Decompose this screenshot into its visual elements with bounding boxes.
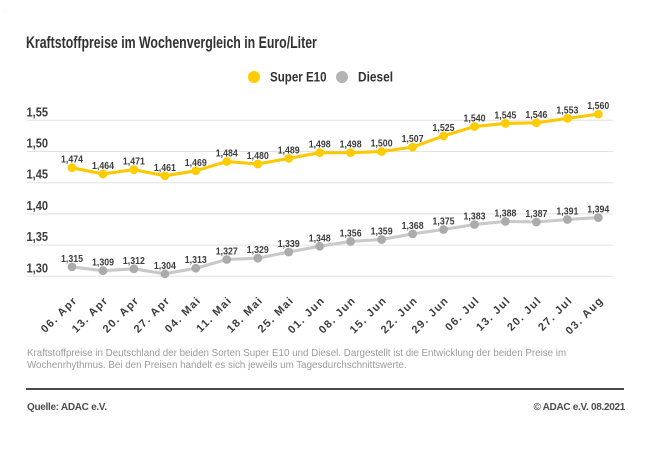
svg-text:1,461: 1,461 [154,163,176,174]
svg-text:1,359: 1,359 [371,227,393,238]
svg-text:1,388: 1,388 [494,208,516,219]
svg-text:1,315: 1,315 [61,254,83,265]
svg-text:1,546: 1,546 [525,110,547,121]
svg-text:1,356: 1,356 [340,228,362,239]
svg-text:1,383: 1,383 [464,212,486,223]
svg-text:1,553: 1,553 [556,105,578,116]
svg-text:1,540: 1,540 [464,114,486,125]
svg-text:1,312: 1,312 [123,256,145,267]
svg-text:1,394: 1,394 [587,205,609,216]
svg-text:1,469: 1,469 [185,158,207,169]
svg-text:1,498: 1,498 [309,140,331,151]
svg-text:1,30: 1,30 [27,260,49,275]
svg-text:1,368: 1,368 [402,221,424,232]
svg-text:1,484: 1,484 [216,149,238,160]
svg-text:1,489: 1,489 [278,145,300,156]
svg-text:1,348: 1,348 [309,233,331,244]
svg-text:1,500: 1,500 [371,139,393,150]
svg-text:1,309: 1,309 [92,258,114,269]
svg-text:1,329: 1,329 [247,245,269,256]
svg-text:1,313: 1,313 [185,255,207,266]
svg-text:1,35: 1,35 [27,229,49,244]
svg-text:1,50: 1,50 [27,136,49,151]
svg-text:1,375: 1,375 [433,217,455,228]
svg-text:1,480: 1,480 [247,151,269,162]
svg-text:1,387: 1,387 [525,209,547,220]
svg-text:1,471: 1,471 [123,157,145,168]
svg-text:1,40: 1,40 [27,198,49,213]
svg-text:1,391: 1,391 [556,207,578,218]
svg-text:1,304: 1,304 [154,261,176,272]
svg-text:1,525: 1,525 [433,123,455,134]
svg-text:1,560: 1,560 [587,101,609,112]
svg-text:1,545: 1,545 [494,110,516,121]
svg-text:1,339: 1,339 [278,239,300,250]
svg-text:Diesel: Diesel [358,70,393,85]
svg-text:Super E10: Super E10 [270,70,327,85]
svg-text:1,474: 1,474 [61,155,83,166]
svg-text:1,507: 1,507 [402,134,424,145]
svg-text:1,45: 1,45 [27,167,49,182]
svg-text:1,464: 1,464 [92,161,114,172]
svg-text:1,498: 1,498 [340,140,362,151]
svg-text:1,55: 1,55 [27,104,49,119]
svg-text:1,327: 1,327 [216,247,238,258]
